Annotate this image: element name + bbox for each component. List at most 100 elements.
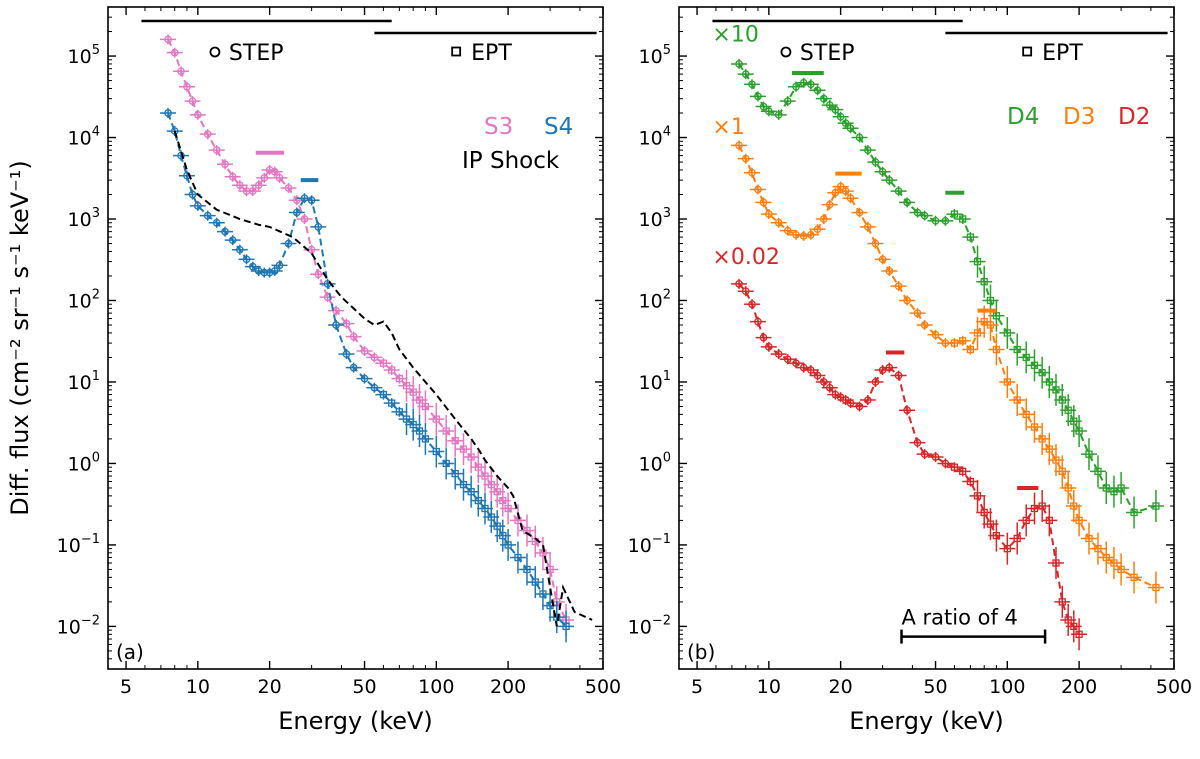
data-point <box>409 420 417 429</box>
data-point <box>819 215 828 223</box>
data-point <box>973 257 982 266</box>
data-point <box>170 48 179 57</box>
y-tick-exponent: 0 <box>92 450 100 465</box>
data-point <box>748 168 756 177</box>
data-point <box>188 190 197 199</box>
data-point <box>395 408 404 416</box>
data-point <box>221 227 229 236</box>
data-point <box>992 312 1001 320</box>
data-point <box>402 382 411 390</box>
data-point <box>360 374 369 383</box>
data-point <box>903 296 911 305</box>
step-marker-icon <box>209 46 221 58</box>
data-point <box>913 309 922 317</box>
legend-s4: S4 <box>544 114 573 140</box>
x-tick-label: 200 <box>1061 676 1097 698</box>
data-point <box>966 477 975 486</box>
data-point <box>764 210 773 218</box>
data-point <box>493 522 501 530</box>
y-tick-base: 10 <box>68 453 92 475</box>
data-point <box>894 371 903 380</box>
data-point <box>931 453 940 461</box>
y-tick-base: 10 <box>639 372 663 394</box>
data-point <box>825 383 834 392</box>
data-point <box>270 167 279 176</box>
x-axis-label: Energy (keV) <box>278 707 433 735</box>
data-point <box>539 590 547 598</box>
data-point <box>442 427 450 435</box>
data-point <box>493 488 501 496</box>
data-point <box>481 504 489 513</box>
data-point <box>432 415 440 423</box>
data-point <box>415 427 424 435</box>
data-point <box>188 97 197 105</box>
data-point <box>863 396 872 404</box>
data-point <box>966 345 975 354</box>
data-point <box>164 109 172 117</box>
data-point <box>920 321 929 329</box>
x-tick-label: 50 <box>352 676 376 698</box>
data-point <box>894 187 903 195</box>
ratio-bar-label: A ratio of 4 <box>902 606 1018 630</box>
data-point <box>1045 516 1053 525</box>
data-point <box>1110 559 1118 567</box>
data-point <box>941 459 950 468</box>
data-point <box>735 60 743 68</box>
data-point <box>1013 345 1021 354</box>
data-point <box>1075 427 1083 435</box>
instrument-legend-ept: EPT <box>1042 41 1083 66</box>
data-point <box>1038 502 1046 510</box>
y-tick-label: 10−2 <box>628 613 671 638</box>
plot-area <box>160 34 593 643</box>
panel-label: (b) <box>687 640 715 664</box>
data-point <box>1013 396 1021 404</box>
y-tick-label: 10−1 <box>628 532 671 557</box>
x-tick-label: 20 <box>258 676 282 698</box>
data-point <box>395 374 404 383</box>
y-tick-base: 10 <box>68 209 92 231</box>
data-point <box>474 463 482 471</box>
y-tick-exponent: 3 <box>663 206 671 221</box>
data-point <box>819 94 828 103</box>
series-s3 <box>160 34 575 636</box>
data-point <box>735 141 743 150</box>
data-point <box>992 345 1001 354</box>
data-point <box>1038 369 1046 377</box>
data-point <box>754 185 762 194</box>
data-point <box>402 415 411 423</box>
data-point <box>499 496 507 505</box>
data-point <box>813 371 822 380</box>
y-tick-exponent: 2 <box>663 287 671 302</box>
y-tick-label: 10−2 <box>57 613 100 638</box>
series-line <box>167 38 567 621</box>
data-point <box>966 233 975 241</box>
data-point <box>920 450 929 459</box>
data-point <box>986 321 995 329</box>
data-point <box>885 363 894 372</box>
data-point <box>764 107 773 116</box>
data-point <box>487 480 495 489</box>
data-point <box>903 198 911 207</box>
y-tick-label: 103 <box>639 206 671 231</box>
data-point <box>878 167 887 176</box>
data-point <box>992 531 1001 540</box>
data-point <box>442 459 450 468</box>
x-tick-label: 500 <box>1156 676 1192 698</box>
y-tick-exponent: −2 <box>81 613 100 628</box>
data-point <box>871 158 880 166</box>
y-tick-base: 10 <box>68 128 92 150</box>
data-point <box>1130 508 1138 517</box>
scale-factor-label: ×0.02 <box>712 245 779 270</box>
data-point <box>1075 630 1083 638</box>
y-tick-exponent: 1 <box>92 369 100 384</box>
y-tick-base: 10 <box>68 290 92 312</box>
data-point <box>553 613 561 621</box>
data-point <box>388 366 396 374</box>
x-tick-label: 100 <box>989 676 1025 698</box>
data-point <box>265 166 274 174</box>
step-marker-icon <box>780 46 792 58</box>
data-point <box>275 261 284 270</box>
data-point <box>841 187 850 195</box>
data-point <box>855 208 864 217</box>
data-point <box>562 622 570 631</box>
